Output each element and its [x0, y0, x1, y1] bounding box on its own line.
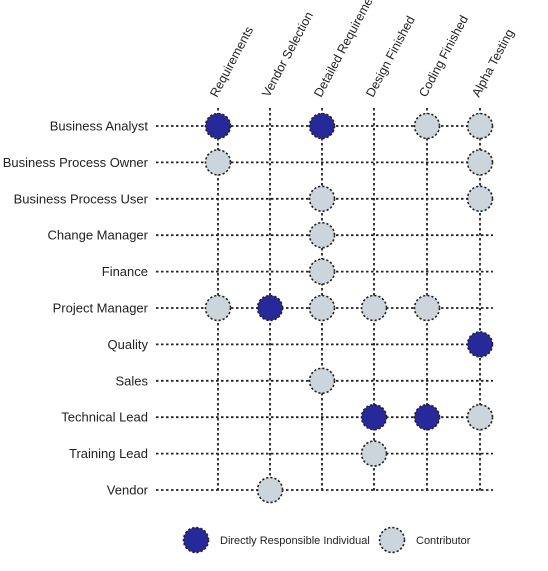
row-label-technical-lead: Technical Lead — [61, 410, 148, 425]
contributor-marker-sales-detailed-requirements — [308, 367, 336, 395]
row-label-business-analyst: Business Analyst — [50, 119, 149, 134]
legend-responsible: Directly Responsible Individual — [182, 526, 370, 554]
row-label-sales: Sales — [115, 373, 148, 388]
row-label-vendor: Vendor — [107, 483, 149, 498]
legend: Directly Responsible Individual Contribu… — [182, 526, 471, 554]
contributor-marker-business-analyst-alpha-testing — [466, 112, 494, 140]
row-label-business-process-user: Business Process User — [14, 191, 149, 206]
contributor-marker-business-process-user-detailed-requirements — [308, 185, 336, 213]
contributor-marker-project-manager-requirements — [204, 294, 232, 322]
contributor-marker-technical-lead-alpha-testing — [466, 403, 494, 431]
contributor-marker-training-lead-design-finished — [360, 440, 388, 467]
responsible-marker-business-analyst-requirements — [204, 112, 232, 140]
contributor-marker-business-process-owner-requirements — [204, 149, 232, 176]
assignment-markers — [204, 112, 494, 504]
legend-contributor-label: Contributor — [416, 535, 471, 547]
row-label-finance: Finance — [102, 264, 148, 279]
column-label-vendor-selection: Vendor Selection — [259, 9, 316, 99]
column-label-design-finished: Design Finished — [363, 14, 417, 100]
contributor-marker-project-manager-design-finished — [360, 294, 388, 322]
contributor-marker-business-process-owner-alpha-testing — [466, 149, 494, 176]
column-label-alpha-testing: Alpha Testing — [469, 27, 517, 100]
legend-contributor: Contributor — [378, 526, 471, 554]
responsible-marker-business-analyst-detailed-requirements — [308, 112, 336, 140]
contributor-marker-finance-detailed-requirements — [308, 258, 336, 285]
row-label-business-process-owner: Business Process Owner — [3, 155, 149, 170]
responsible-marker-project-manager-vendor-selection — [256, 294, 284, 322]
responsible-marker-technical-lead-design-finished — [360, 403, 388, 431]
legend-contributor-icon — [378, 526, 406, 554]
row-label-project-manager: Project Manager — [53, 301, 149, 316]
row-label-training-lead: Training Lead — [69, 446, 148, 461]
contributor-marker-project-manager-coding-finished — [413, 294, 441, 322]
row-label-quality: Quality — [108, 337, 149, 352]
contributor-marker-change-manager-detailed-requirements — [308, 221, 336, 249]
contributor-marker-project-manager-detailed-requirements — [308, 294, 336, 322]
legend-responsible-icon — [182, 526, 210, 554]
responsible-marker-quality-alpha-testing — [466, 331, 494, 358]
responsible-marker-technical-lead-coding-finished — [413, 403, 441, 431]
contributor-marker-business-analyst-coding-finished — [413, 112, 441, 140]
legend-responsible-label: Directly Responsible Individual — [220, 535, 370, 547]
contributor-marker-business-process-user-alpha-testing — [466, 185, 494, 213]
column-label-requirements: Requirements — [207, 24, 256, 99]
contributor-marker-vendor-vendor-selection — [256, 476, 284, 504]
column-label-coding-finished: Coding Finished — [416, 13, 471, 99]
row-label-change-manager: Change Manager — [48, 228, 149, 243]
